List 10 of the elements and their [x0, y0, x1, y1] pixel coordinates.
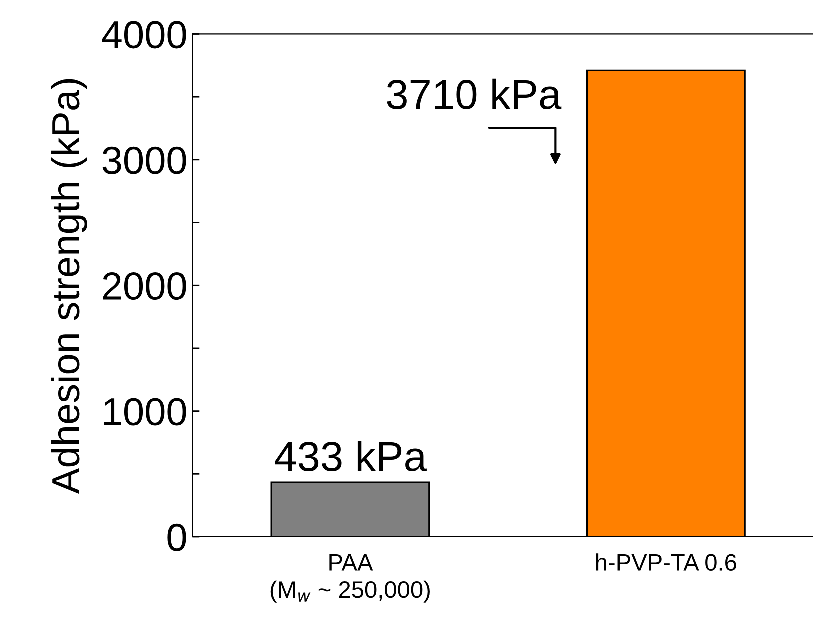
y-tick-label: 3000	[102, 146, 186, 174]
y-tick-label: 0	[168, 524, 186, 552]
category-label: PAA (M$_{w}$ ~ 250,000)	[270, 554, 430, 603]
annotation: 3710 kPa	[387, 78, 562, 110]
y-tick-label: 4000	[102, 21, 186, 49]
y-tick-label: 1000	[104, 398, 186, 426]
x-tick-label: h-PVP-TA 0.6	[596, 554, 736, 572]
y-tick-label: 2000	[103, 272, 186, 300]
data-label: 433 kPa	[275, 440, 427, 472]
y-axis-title: Adhesion strength (kPa)	[51, 79, 88, 494]
